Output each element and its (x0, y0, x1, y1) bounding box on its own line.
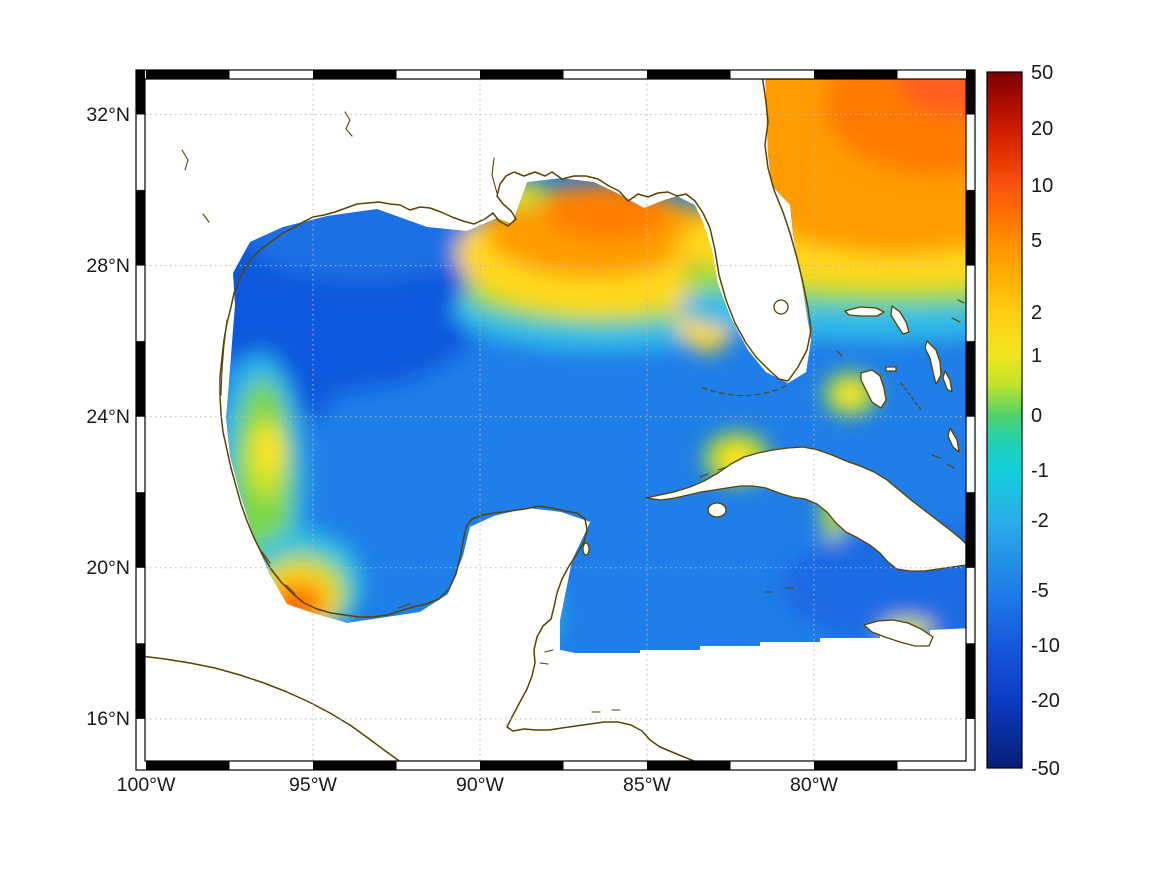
tabasco-lagoon (397, 603, 411, 609)
colorbar-tick-label: -2 (1031, 510, 1049, 532)
map-frame (135, 69, 976, 771)
frame-bottom (136, 761, 975, 770)
river-mississippi (491, 157, 498, 194)
colorbar-tick-label: 0 (1031, 405, 1042, 427)
louisiana-lake (344, 111, 353, 137)
island-abaco (890, 305, 910, 335)
colorbar-tick-label: -20 (1031, 690, 1060, 712)
x-tick-label: 90°W (456, 774, 504, 796)
florida-keys (698, 385, 787, 397)
island-cozumel (582, 542, 590, 556)
mexico-lagoon-2 (285, 584, 296, 595)
coastline-pacific (145, 655, 401, 761)
frame-outer-line (135, 69, 976, 771)
colorbar-tick-label: 1 (1031, 345, 1042, 367)
texas-river-1 (181, 149, 189, 171)
coastlines (145, 79, 966, 761)
bahama-cays (951, 299, 965, 323)
island-long (947, 427, 960, 453)
gridlines (145, 79, 966, 761)
island-cuba (645, 446, 966, 572)
frame-inner-line (144, 78, 967, 762)
island-new-providence (885, 366, 897, 372)
colorbar-tick-labels: 50 20 10 5 2 1 0 -1 -2 -5 -10 -20 -50 (1031, 62, 1060, 780)
cayman-islands (765, 587, 794, 593)
y-axis-labels: 32°N 28°N 24°N 20°N 16°N (86, 104, 130, 730)
island-andros (860, 369, 887, 409)
island-eleuthera (924, 340, 942, 385)
colorbar-tick-label: 5 (1031, 230, 1042, 252)
peten-lakes (539, 649, 554, 665)
y-tick-label: 20°N (86, 557, 130, 579)
island-crooked (931, 454, 955, 469)
x-tick-label: 85°W (623, 774, 671, 796)
field-blob (780, 526, 966, 647)
island-grand-bahama (844, 306, 885, 317)
colorbar-gradient-bar (986, 71, 1023, 769)
island-isle-of-youth (707, 502, 727, 518)
colorbar-tick-label: 20 (1031, 118, 1053, 140)
texas-river-2 (202, 213, 210, 223)
island-cat (942, 370, 953, 393)
y-tick-label: 24°N (86, 406, 130, 428)
colorbar-tick-label: -10 (1031, 635, 1060, 657)
laguna-madre (220, 319, 228, 396)
x-axis-labels: 100°W 95°W 90°W 85°W 80°W (117, 774, 839, 796)
colorbar-tick-label: 50 (1031, 62, 1053, 84)
x-tick-label: 100°W (117, 774, 176, 796)
island-jamaica (863, 619, 934, 647)
mexico-lagoon-1 (261, 551, 271, 564)
colorbar-tick-label: 2 (1031, 302, 1042, 324)
colorbar-tick-label: -1 (1031, 460, 1049, 482)
frame-left (136, 70, 145, 770)
frame-right (966, 70, 975, 770)
colorbar: 50 20 10 5 2 1 0 -1 -2 -5 -10 -20 -50 (986, 62, 1060, 780)
lake-okeechobee (773, 299, 789, 315)
colorbar-tick-label: -50 (1031, 758, 1060, 780)
frame-top (136, 70, 975, 79)
x-tick-label: 80°W (790, 774, 838, 796)
y-tick-label: 16°N (86, 708, 130, 730)
colorbar-tick-label: 10 (1031, 175, 1053, 197)
field-blob (254, 429, 285, 472)
field-blob (833, 380, 867, 408)
data-field-base (226, 79, 966, 653)
y-tick-label: 28°N (86, 255, 130, 277)
island-exuma-chain (900, 382, 922, 411)
y-tick-label: 32°N (86, 104, 130, 126)
island-bimini (836, 350, 843, 357)
colorbar-tick-label: -5 (1031, 580, 1049, 602)
cuba-north-cays (699, 466, 728, 478)
field-blob (897, 79, 966, 115)
coastline-mainland (219, 79, 812, 761)
honduras-bay-islands (591, 709, 621, 713)
x-tick-label: 95°W (289, 774, 337, 796)
